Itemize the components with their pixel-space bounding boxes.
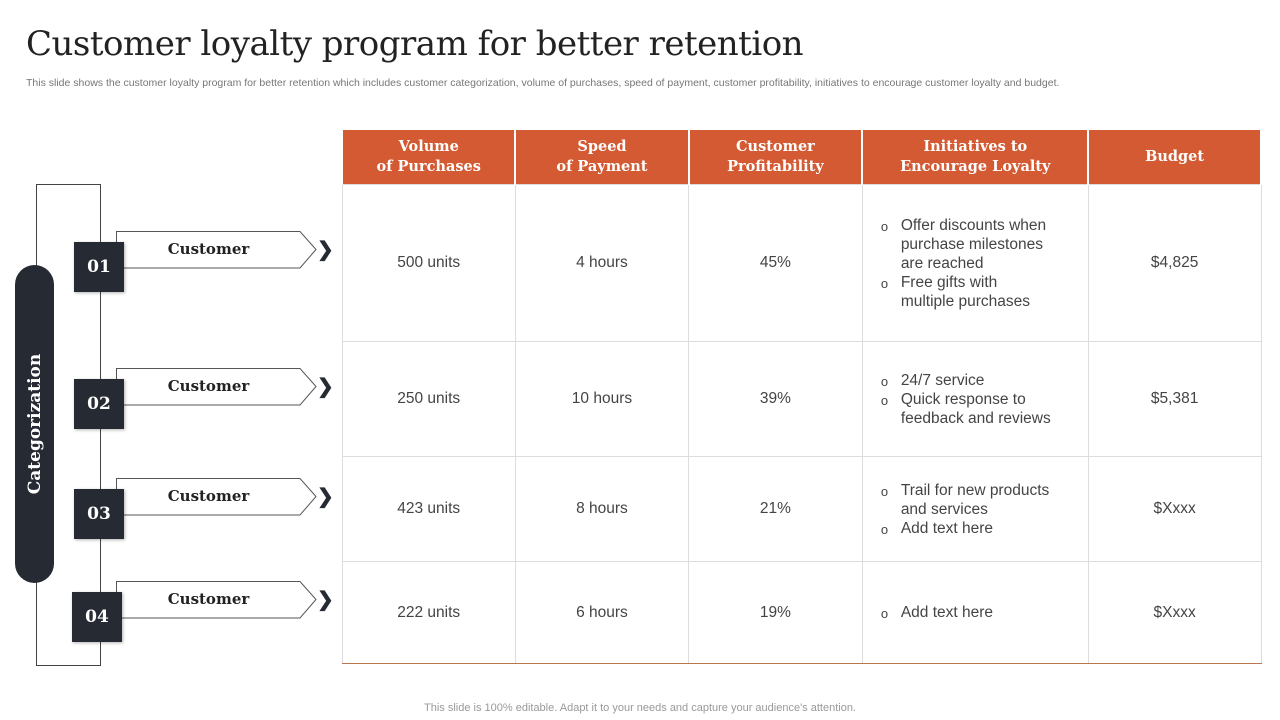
column-header: Speed of Payment — [514, 130, 690, 185]
customer-banner: Customer — [116, 581, 317, 619]
profitability-cell: 45% — [688, 184, 863, 342]
chevron-right-icon: ❯ — [317, 589, 334, 611]
budget-cell: $Xxxx — [1087, 456, 1262, 562]
volume-cell: 423 units — [341, 456, 516, 562]
customer-banner: Customer — [116, 231, 317, 269]
table-row: 500 units 4 hours 45% Offer discounts wh… — [341, 184, 1262, 342]
initiatives-cell: Add text here — [861, 561, 1089, 664]
budget-cell: $4,825 — [1087, 184, 1262, 342]
table-row: 222 units 6 hours 19% Add text here $Xxx… — [341, 561, 1262, 664]
volume-cell: 250 units — [341, 341, 516, 457]
customer-label: Customer — [167, 377, 250, 395]
table-row: 250 units 10 hours 39% 24/7 serviceQuick… — [341, 341, 1262, 457]
profitability-cell: 39% — [688, 341, 863, 457]
speed-cell: 4 hours — [514, 184, 690, 342]
budget-cell: $5,381 — [1087, 341, 1262, 457]
speed-cell: 10 hours — [514, 341, 690, 457]
categorization-label: Categorization — [24, 353, 45, 495]
table-row: 423 units 8 hours 21% Trail for new prod… — [341, 456, 1262, 562]
customer-label: Customer — [167, 590, 250, 608]
column-header: Initiatives to Encourage Loyalty — [861, 130, 1090, 185]
initiative-item: Add text here — [881, 519, 1051, 539]
speed-cell: 6 hours — [514, 561, 690, 664]
initiative-item: Quick response to feedback and reviews — [881, 390, 1051, 428]
volume-cell: 500 units — [341, 184, 516, 342]
initiatives-cell: Trail for new products and servicesAdd t… — [861, 456, 1089, 562]
categorization-pill: Categorization — [15, 265, 54, 583]
step-number: 03 — [74, 489, 124, 539]
customer-banner: Customer — [116, 478, 317, 516]
chevron-right-icon: ❯ — [317, 239, 334, 261]
initiatives-cell: Offer discounts when purchase milestones… — [861, 184, 1089, 342]
volume-cell: 222 units — [341, 561, 516, 664]
initiative-item: Free gifts with multiple purchases — [881, 273, 1051, 311]
page-subtitle: This slide shows the customer loyalty pr… — [26, 77, 1060, 89]
footer-note: This slide is 100% editable. Adapt it to… — [424, 702, 856, 714]
initiative-item: 24/7 service — [881, 371, 1051, 391]
customer-label: Customer — [167, 240, 250, 258]
column-header: Customer Profitability — [687, 130, 864, 185]
profitability-cell: 19% — [688, 561, 863, 664]
loyalty-table: Volume of Purchases Speed of Payment Custome… — [340, 130, 1262, 664]
column-header: Budget — [1087, 130, 1262, 185]
initiative-item: Add text here — [881, 603, 1051, 623]
step-number: 04 — [72, 592, 122, 642]
profitability-cell: 21% — [688, 456, 863, 562]
step-number: 01 — [74, 242, 124, 292]
column-header: Volume of Purchases — [340, 130, 517, 185]
page-title: Customer loyalty program for better rete… — [26, 24, 804, 64]
step-number: 02 — [74, 379, 124, 429]
speed-cell: 8 hours — [514, 456, 690, 562]
budget-cell: $Xxxx — [1087, 561, 1262, 664]
initiatives-cell: 24/7 serviceQuick response to feedback a… — [861, 341, 1089, 457]
chevron-right-icon: ❯ — [317, 376, 334, 398]
initiative-item: Offer discounts when purchase milestones… — [881, 216, 1051, 273]
chevron-right-icon: ❯ — [317, 486, 334, 508]
customer-banner: Customer — [116, 368, 317, 406]
initiative-item: Trail for new products and services — [881, 481, 1051, 519]
customer-label: Customer — [167, 487, 250, 505]
